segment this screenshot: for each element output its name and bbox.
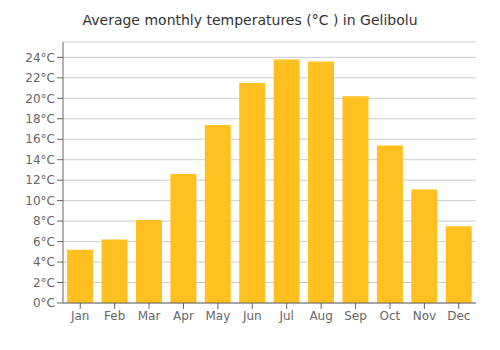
svg-text:May: May (205, 309, 230, 323)
svg-text:12°C: 12°C (25, 173, 55, 187)
svg-text:14°C: 14°C (25, 153, 55, 167)
svg-text:Mar: Mar (138, 309, 161, 323)
svg-text:Sep: Sep (344, 309, 367, 323)
svg-text:8°C: 8°C (33, 214, 55, 228)
svg-text:20°C: 20°C (25, 92, 55, 106)
svg-text:Apr: Apr (173, 309, 194, 323)
svg-text:Nov: Nov (413, 309, 436, 323)
svg-text:0°C: 0°C (33, 296, 55, 310)
svg-text:Oct: Oct (380, 309, 401, 323)
svg-text:18°C: 18°C (25, 112, 55, 126)
svg-text:6°C: 6°C (33, 235, 55, 249)
svg-text:10°C: 10°C (25, 194, 55, 208)
svg-text:2°C: 2°C (33, 276, 55, 290)
svg-text:22°C: 22°C (25, 71, 55, 85)
html-text:Average monthly temperatures (: Average monthly temperatures (°C ) in Ge… (82, 12, 418, 28)
svg-text:4°C: 4°C (33, 255, 55, 269)
svg-text:Aug: Aug (309, 309, 332, 323)
svg-text:Jan: Jan (70, 309, 90, 323)
svg-text:Jul: Jul (278, 309, 293, 323)
svg-text:Jun: Jun (242, 309, 262, 323)
svg-text:16°C: 16°C (25, 132, 55, 146)
svg-text:Dec: Dec (447, 309, 470, 323)
svg-text:24°C: 24°C (25, 51, 55, 65)
svg-text:Feb: Feb (104, 309, 125, 323)
